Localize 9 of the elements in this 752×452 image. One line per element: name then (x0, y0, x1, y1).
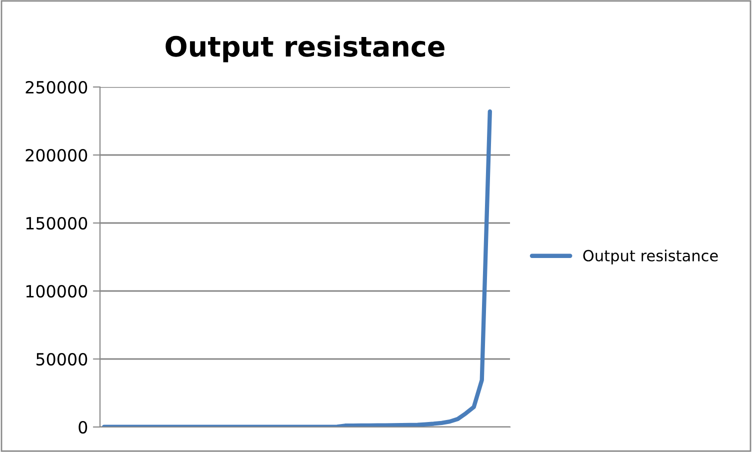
legend-label: Output resistance (583, 250, 718, 264)
y-tick-label: 0 (78, 420, 88, 434)
y-tick-label: 50000 (36, 352, 88, 366)
chart-title: Output resistance (166, 35, 444, 62)
y-tick-label: 250000 (26, 80, 88, 94)
y-tick-label: 150000 (26, 216, 88, 230)
y-tick-label: 200000 (26, 148, 88, 162)
line-series (102, 109, 492, 427)
y-tick-label: 100000 (26, 284, 88, 298)
